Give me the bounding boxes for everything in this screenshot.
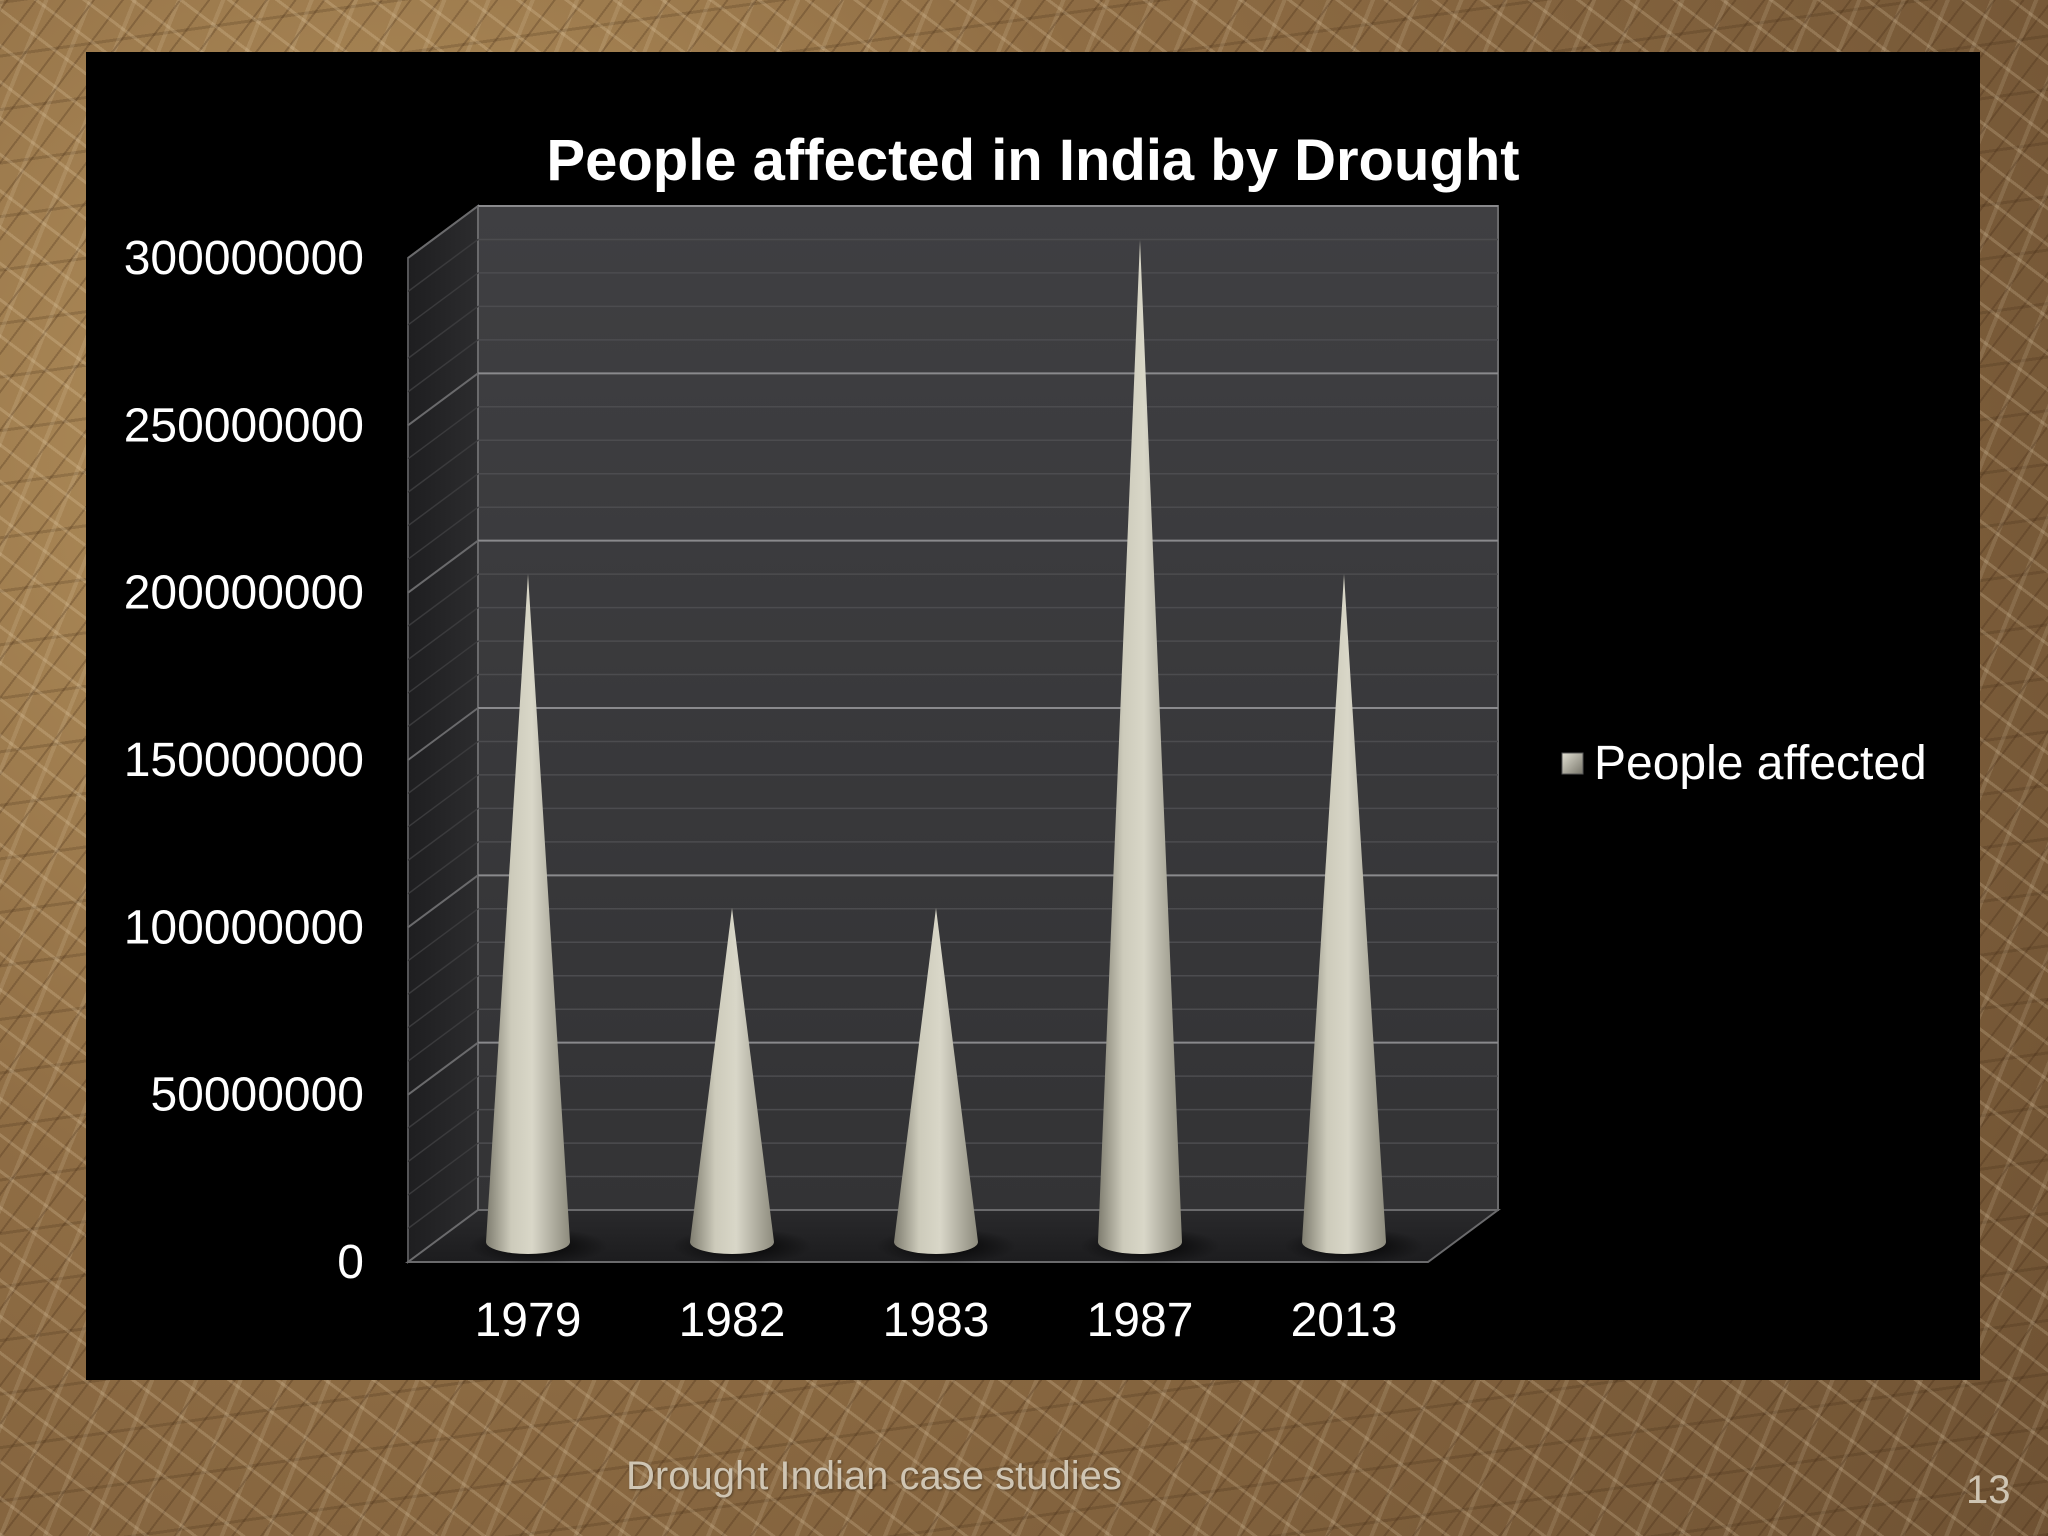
minor-gridline-side — [407, 506, 479, 560]
minor-gridline-side — [407, 807, 479, 862]
minor-gridline-side — [407, 740, 479, 795]
minor-gridline-side — [407, 774, 479, 828]
major-gridline-side — [407, 707, 479, 761]
y-tick-label: 200000000 — [124, 567, 364, 620]
major-gridline-side — [407, 1041, 479, 1096]
x-tick-label: 1983 — [883, 1294, 990, 1347]
chart-panel: People affected in India by Drought 0 500… — [86, 52, 1980, 1380]
minor-gridline-side — [407, 673, 479, 728]
y-tick-label: 50000000 — [150, 1069, 364, 1122]
x-axis-tick-labels: 1979 1982 1983 1987 2013 — [475, 1294, 1398, 1347]
cone-chart: People affected in India by Drought 0 500… — [124, 128, 1927, 1347]
y-tick-label: 300000000 — [124, 232, 364, 285]
minor-gridline-side — [407, 573, 479, 627]
cone-1987 — [1098, 240, 1182, 1254]
minor-gridline-side — [407, 1142, 479, 1196]
y-axis-tick-labels: 0 50000000 100000000 150000000 200000000 2500… — [124, 232, 364, 1289]
y-tick-label: 0 — [337, 1236, 364, 1289]
minor-gridline-side — [407, 606, 479, 661]
cone-2013 — [1302, 574, 1386, 1254]
legend-swatch — [1561, 752, 1584, 775]
minor-gridline-side — [407, 908, 479, 962]
major-gridline-side — [407, 372, 479, 427]
minor-gridline-side — [407, 406, 479, 460]
minor-gridline-side — [407, 439, 479, 493]
legend-label: People affected — [1594, 737, 1927, 790]
y-tick-label: 100000000 — [124, 901, 364, 954]
x-tick-label: 1979 — [475, 1294, 582, 1347]
cone-1983 — [894, 908, 978, 1254]
cone-1982 — [690, 908, 774, 1254]
cone-series — [468, 240, 1424, 1264]
minor-gridline-side — [407, 941, 479, 995]
y-tick-label: 150000000 — [124, 734, 364, 787]
major-gridline-side — [407, 205, 479, 259]
page-number: 13 — [1966, 1468, 2011, 1512]
legend: People affected — [1561, 737, 1927, 790]
footer-caption: Drought Indian case studies — [626, 1454, 1122, 1498]
minor-gridline-side — [407, 1175, 479, 1230]
x-tick-label: 1987 — [1087, 1294, 1194, 1347]
minor-gridline-side — [407, 1075, 479, 1129]
major-gridline-side — [407, 874, 479, 929]
minor-gridline-side — [407, 305, 479, 360]
minor-gridline-side — [407, 1108, 479, 1163]
major-gridline-side — [407, 539, 479, 594]
minor-gridline-side — [407, 272, 479, 326]
cone-1979 — [486, 574, 570, 1254]
minor-gridline-side — [407, 339, 479, 393]
minor-gridline-side — [407, 238, 479, 293]
chart-title: People affected in India by Drought — [546, 128, 1519, 193]
y-tick-label: 250000000 — [124, 399, 364, 452]
minor-gridline-side — [407, 473, 479, 527]
minor-gridline-side — [407, 1008, 479, 1062]
minor-gridline-side — [407, 975, 479, 1029]
x-tick-label: 1982 — [679, 1294, 786, 1347]
minor-gridline-side — [407, 640, 479, 694]
x-tick-label: 2013 — [1291, 1294, 1398, 1347]
minor-gridline-side — [407, 841, 479, 895]
